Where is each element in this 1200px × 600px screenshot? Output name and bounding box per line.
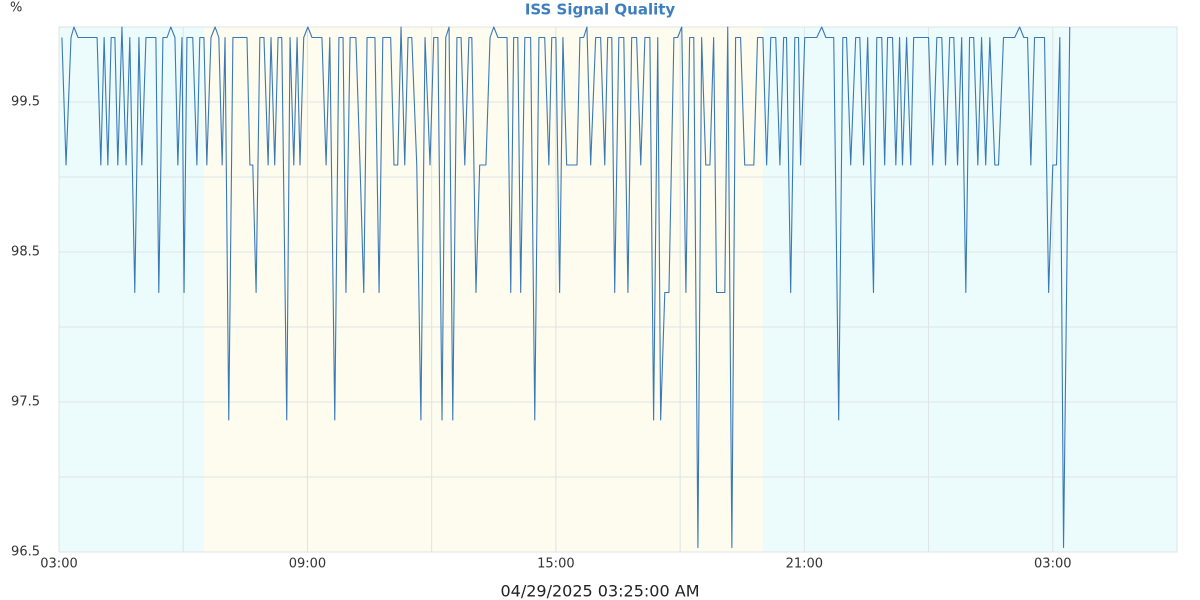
y-tick-label: 97.5 xyxy=(11,395,40,410)
plot xyxy=(61,26,1071,549)
data-line xyxy=(61,26,1071,549)
y-axis-label: % xyxy=(10,1,22,16)
x-tick-label: 21:00 xyxy=(786,557,823,572)
x-tick-label: 15:00 xyxy=(537,557,574,572)
x-tick-label: 09:00 xyxy=(289,557,326,572)
labels: 96.5 97.5 98.5 99.5 03:00 09:00 15:00 21:00 03:0… xyxy=(11,95,1071,572)
x-axis-label: 04/29/2025 03:25:00 AM xyxy=(501,582,700,600)
chart-title: ISS Signal Quality xyxy=(525,1,676,19)
background-bands xyxy=(58,26,1178,553)
background-band xyxy=(203,27,763,552)
y-tick-label: 99.5 xyxy=(11,95,40,110)
background-band xyxy=(762,27,1177,552)
y-tick-label: 98.5 xyxy=(11,245,40,260)
x-tick-label: 03:00 xyxy=(1034,557,1071,572)
y-tick-label: 96.5 xyxy=(11,545,40,560)
x-tick-label: 03:00 xyxy=(40,557,77,572)
